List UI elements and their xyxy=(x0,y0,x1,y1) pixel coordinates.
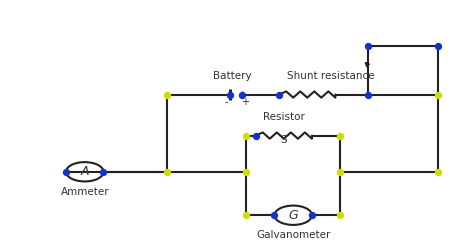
Point xyxy=(336,170,344,174)
Text: Resistor: Resistor xyxy=(263,112,305,122)
Point xyxy=(365,44,372,48)
Point xyxy=(308,213,316,217)
Text: Ammeter: Ammeter xyxy=(61,187,109,197)
Point xyxy=(243,170,250,174)
Point xyxy=(271,213,278,217)
Point xyxy=(163,170,171,174)
Text: -: - xyxy=(225,97,228,107)
Point xyxy=(163,93,171,97)
Point xyxy=(243,134,250,138)
Point xyxy=(336,213,344,217)
Point xyxy=(252,134,260,138)
Point xyxy=(100,170,107,174)
Point xyxy=(435,93,442,97)
Text: Shunt resistance: Shunt resistance xyxy=(287,71,374,81)
Point xyxy=(365,93,372,97)
Point xyxy=(62,170,70,174)
Point xyxy=(243,213,250,217)
Text: Battery: Battery xyxy=(213,71,252,81)
Point xyxy=(238,93,246,97)
Text: G: G xyxy=(288,209,298,222)
Point xyxy=(336,134,344,138)
Point xyxy=(226,93,234,97)
Point xyxy=(275,93,283,97)
Point xyxy=(435,44,442,48)
Text: S: S xyxy=(281,135,287,145)
Text: Galvanometer: Galvanometer xyxy=(256,230,330,240)
Point xyxy=(435,170,442,174)
Text: +: + xyxy=(241,97,249,107)
Text: A: A xyxy=(81,165,89,178)
